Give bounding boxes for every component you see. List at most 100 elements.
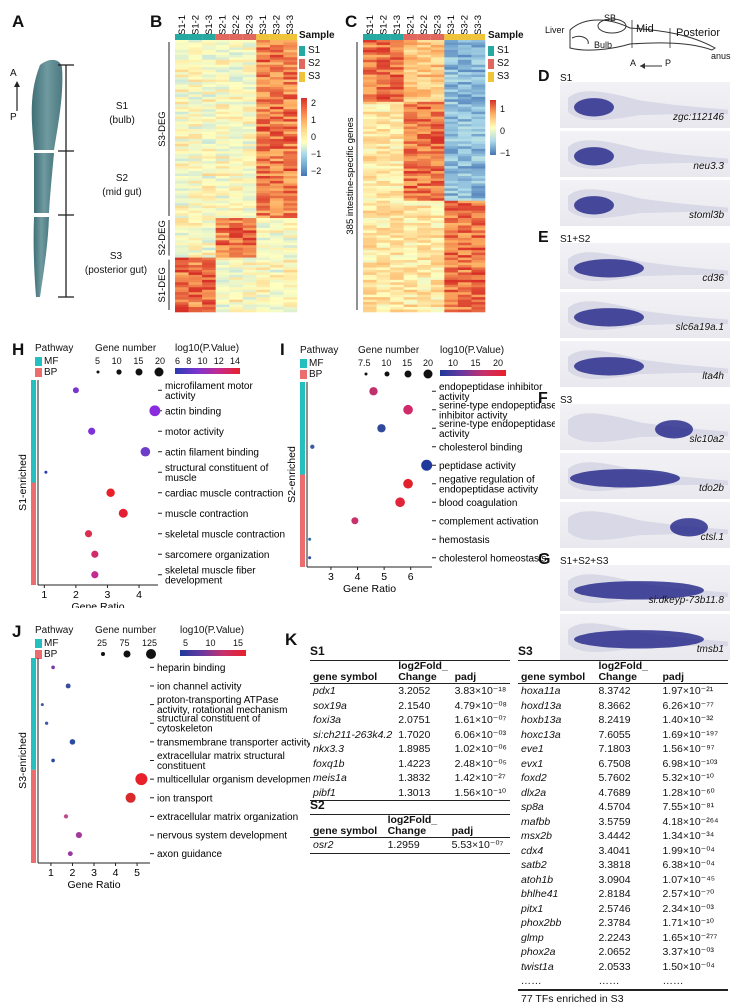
heat-c-cell — [444, 297, 459, 300]
heat-c-cell — [403, 237, 418, 241]
heat-c-cell — [390, 235, 404, 239]
heat-c-cell — [430, 274, 445, 278]
heat-b-cell — [256, 57, 271, 61]
heat-b-col-label: S1-3 — [204, 15, 215, 35]
heat-b-cell — [229, 77, 244, 80]
heat-c-cell — [363, 208, 377, 211]
heat-b-cell — [229, 89, 244, 93]
heat-c-cell — [417, 133, 432, 137]
heat-c-cell — [403, 82, 418, 85]
heat-b-cell — [229, 148, 244, 152]
heat-b-cell — [229, 82, 244, 85]
log2fc-cell: 2.0533 — [598, 960, 631, 973]
heat-c-cell — [444, 148, 459, 152]
heat-c-cell — [444, 77, 459, 80]
heat-c-cell — [390, 79, 404, 83]
heat-b-cell — [283, 109, 298, 113]
heat-b-cell — [283, 198, 298, 202]
heat-b-cell — [188, 54, 203, 58]
padj-cell: …… — [662, 975, 684, 987]
heat-b-cell — [256, 141, 271, 145]
table-row: atoh1b 3.0904 1.07×10⁻⁴⁵ — [518, 873, 728, 888]
heat-b-cell — [256, 136, 271, 140]
heat-c-cell — [403, 52, 418, 56]
gene-symbol-cell: pibf1 — [313, 786, 336, 799]
padj-cell: 1.61×10⁻⁰⁷ — [454, 714, 507, 726]
heat-b-cell — [256, 277, 271, 281]
heat-b-col-annot — [256, 34, 270, 40]
heat-b-cell — [188, 235, 203, 239]
heat-b-cell — [229, 151, 244, 155]
heat-b-cell — [202, 158, 216, 162]
heat-b-cell — [256, 282, 271, 286]
heat-c-cell — [417, 200, 432, 204]
heat-b-cell — [229, 272, 244, 276]
heat-b-cell — [229, 250, 244, 253]
table-row: pitx1 2.5746 2.34×10⁻⁰³ — [518, 902, 728, 917]
heat-b-cell — [242, 230, 257, 234]
heat-b-cell — [242, 215, 257, 219]
heat-c-cell — [430, 307, 445, 310]
dot-xtick-label: 5 — [381, 571, 387, 583]
heat-b-cell — [175, 193, 189, 197]
heat-c-cell — [471, 240, 486, 244]
heat-c-cell — [363, 190, 377, 194]
heat-b-cell — [188, 220, 203, 224]
heat-b-cell — [202, 131, 216, 135]
heat-b-cell — [202, 284, 216, 288]
heat-c-cell — [444, 138, 459, 142]
heat-c-cell — [471, 91, 486, 95]
h-pval-6: 6 — [175, 356, 181, 366]
heat-c-cell — [471, 190, 486, 194]
heat-b-cell — [188, 138, 203, 142]
heat-c-cell — [403, 86, 418, 90]
heat-c-cell — [376, 116, 391, 120]
dot-term-label: nervous system development — [157, 831, 287, 842]
table-s3-footer: 77 TFs enriched in S3 — [518, 989, 728, 1007]
heat-b-cell — [269, 82, 284, 85]
heat-c-cell — [471, 195, 486, 199]
heat-b-cell — [175, 284, 189, 288]
heat-c-cell — [376, 40, 391, 43]
heat-c-cell — [390, 116, 404, 120]
heat-c-cell — [363, 114, 377, 117]
heat-c-cell — [417, 299, 432, 303]
heat-b-cell — [215, 116, 230, 120]
heat-c-cell — [444, 232, 459, 236]
heat-b-cell — [215, 272, 230, 276]
heat-c-cell — [376, 156, 391, 159]
heat-c-cell — [430, 225, 445, 229]
gene-symbol-cell: meis1a — [313, 772, 347, 784]
heat-b-cell — [175, 64, 189, 68]
heat-b-cell — [202, 67, 216, 70]
panel-h-genenum-title: Gene number — [95, 343, 157, 354]
heat-c-col-label: S2-3 — [433, 15, 444, 35]
heat-c-cell — [444, 200, 459, 204]
heat-b-cell — [202, 262, 216, 266]
heat-c-cell — [417, 190, 432, 194]
heat-c-cell — [471, 126, 486, 130]
heat-c-cell — [376, 183, 391, 187]
heat-b-cell — [202, 133, 216, 137]
heat-b-cell — [256, 269, 271, 273]
heat-b-cell — [269, 242, 284, 246]
heat-c-cell — [376, 210, 391, 214]
heat-c-cell — [471, 49, 486, 53]
heat-c-cell — [444, 185, 459, 189]
heat-b-cell — [283, 62, 298, 66]
heat-c-cell — [457, 52, 472, 56]
heat-c-cell — [390, 121, 404, 125]
s3-h-padj: padj — [662, 671, 685, 683]
heat-c-cell — [376, 297, 391, 300]
log2fc-cell: 8.3662 — [598, 699, 631, 712]
heat-b-cell — [188, 185, 203, 189]
heat-c-cell — [403, 99, 418, 103]
heat-b-cell — [256, 267, 271, 271]
heat-c-cell — [376, 99, 391, 103]
heat-c-cell — [430, 227, 445, 231]
heat-b-cell — [256, 163, 271, 167]
heat-c-cell — [390, 156, 404, 159]
heat-c-cell — [430, 101, 445, 105]
heat-b-cell — [242, 49, 257, 53]
heat-b-cell — [269, 232, 284, 236]
